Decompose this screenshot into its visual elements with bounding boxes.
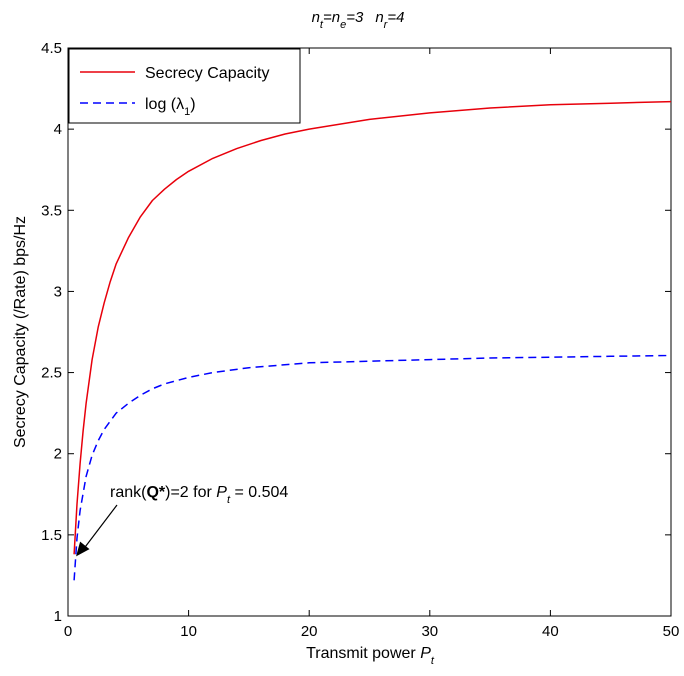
x-tick-label: 30	[421, 623, 438, 640]
plot-area	[67, 47, 672, 617]
legend-box	[68, 48, 301, 124]
y-tick-label: 1.5	[41, 527, 62, 544]
x-tick-label: 0	[64, 623, 72, 640]
chart-title: nt=ne=3 nr=4	[312, 9, 405, 31]
x-tick-label: 50	[663, 623, 680, 640]
axis-ticks: 0 10 20 30 40 50 1 1.5 2 2.5 3 3.5 4 4.5	[41, 40, 679, 640]
annotation-arrow-line	[83, 504, 118, 549]
legend-label-log: log (λ1)	[145, 96, 196, 118]
y-tick-label: 3	[54, 283, 62, 300]
series-line-0	[73, 100, 672, 555]
y-tick-label: 4.5	[41, 40, 62, 57]
y-tick-label: 2	[54, 446, 62, 463]
legend-label-secrecy: Secrecy Capacity	[145, 65, 270, 82]
x-axis-label: Transmit power Pt	[306, 645, 435, 667]
y-tick-label: 3.5	[41, 202, 62, 219]
x-tick-label: 10	[180, 623, 197, 640]
annotation-arrowhead	[76, 541, 90, 557]
x-tick-label: 40	[542, 623, 559, 640]
y-axis-label: Secrecy Capacity (/Rate) bps/Hz	[12, 216, 29, 448]
series-line-1	[73, 354, 672, 581]
annotation: rank(Q*)=2 for Pt = 0.504	[76, 484, 288, 557]
y-tick-label: 1	[54, 608, 62, 625]
y-tick-label: 4	[54, 121, 62, 138]
annotation-text: rank(Q*)=2 for Pt = 0.504	[110, 484, 288, 506]
legend: Secrecy Capacity log (λ1)	[68, 48, 301, 124]
y-tick-label: 2.5	[41, 365, 62, 382]
title-nt: n	[312, 9, 320, 26]
series-group	[73, 100, 672, 581]
x-tick-label: 20	[301, 623, 318, 640]
